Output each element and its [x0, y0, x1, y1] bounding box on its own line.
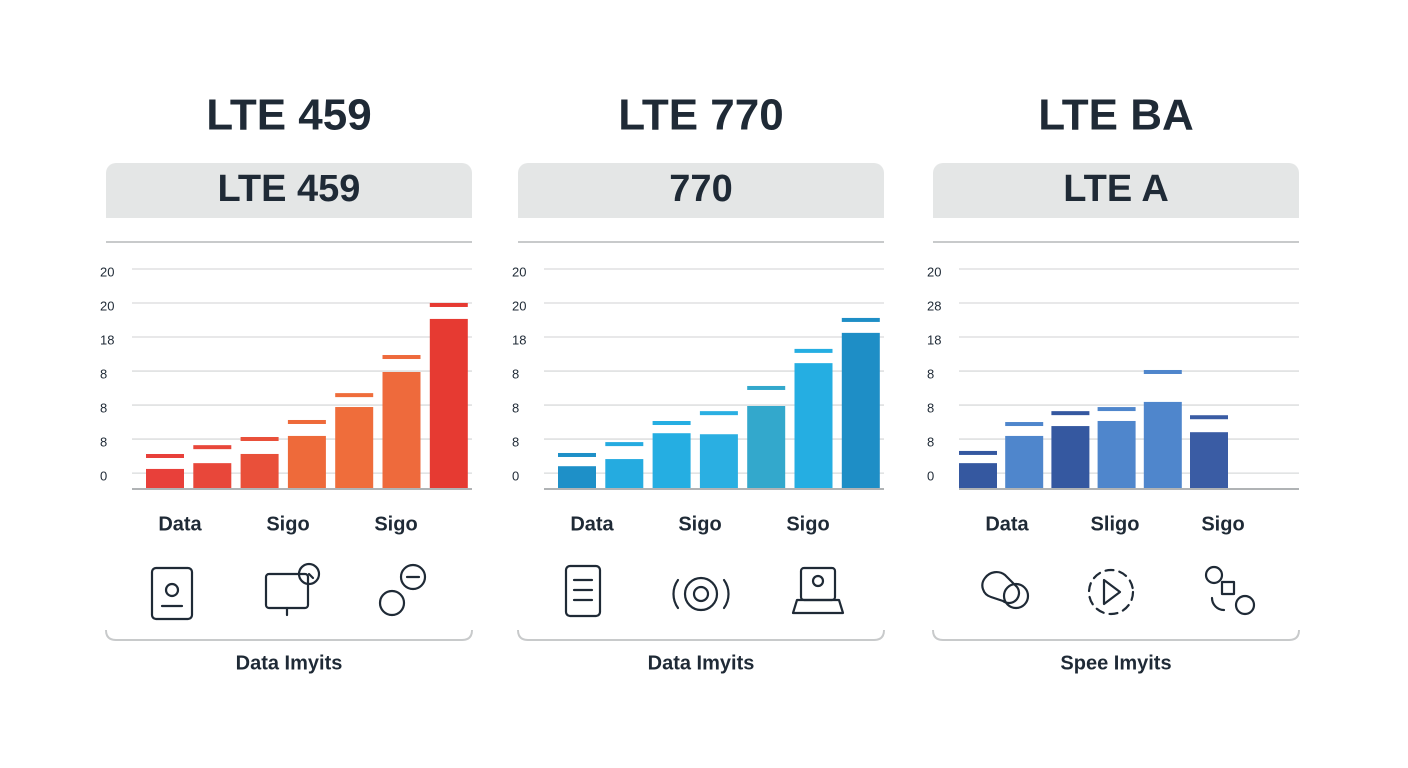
y-tick-label: 0 — [512, 469, 519, 484]
y-tick-label: 0 — [100, 469, 107, 484]
bar — [1005, 435, 1044, 489]
bar — [794, 363, 833, 489]
y-tick-label: 8 — [512, 401, 519, 416]
x-label: Data — [570, 513, 614, 535]
y-tick-label: 8 — [100, 401, 107, 416]
panel-bottom — [517, 629, 885, 641]
bar-marker — [146, 454, 184, 459]
x-label: Sigo — [266, 513, 309, 535]
header-box — [106, 163, 472, 218]
panel-title: LTE 459 — [206, 91, 371, 140]
bar — [1190, 432, 1228, 489]
bar-marker — [652, 421, 691, 426]
panel-bottom — [932, 629, 1300, 641]
bar-marker — [841, 317, 880, 322]
bar — [959, 463, 997, 489]
panel-title: LTE BA — [1038, 91, 1194, 140]
bar-marker — [1143, 369, 1182, 374]
y-tick-label: 18 — [927, 332, 941, 347]
y-tick-label: 8 — [100, 435, 107, 450]
bar-marker — [287, 419, 326, 424]
y-tick-label: 8 — [100, 366, 107, 381]
bar-marker — [959, 450, 997, 455]
x-label: Sigo — [678, 513, 721, 535]
y-tick-label: 0 — [927, 469, 934, 484]
axis-title: Data Imyits — [648, 652, 755, 674]
y-tick-label: 8 — [927, 401, 934, 416]
y-tick-label: 18 — [100, 332, 114, 347]
y-tick-label: 28 — [927, 298, 941, 313]
bar — [429, 318, 468, 489]
y-tick-label: 8 — [927, 435, 934, 450]
bar — [1097, 420, 1136, 489]
x-label: Sigo — [374, 513, 417, 535]
bar — [605, 459, 644, 489]
y-tick-label: 18 — [512, 332, 526, 347]
bar — [747, 406, 786, 489]
bar-marker — [558, 452, 596, 457]
header-box — [933, 163, 1299, 218]
bar — [240, 453, 279, 489]
y-tick-label: 20 — [512, 264, 526, 279]
bar — [841, 332, 880, 489]
bar-marker — [335, 393, 374, 398]
y-tick-label: 8 — [927, 366, 934, 381]
bar-marker — [1097, 407, 1136, 412]
y-tick-label: 20 — [512, 298, 526, 313]
x-label: Sligo — [1091, 513, 1140, 535]
bar-marker — [699, 411, 738, 416]
y-tick-label: 20 — [100, 264, 114, 279]
bar-marker — [193, 445, 232, 450]
bar — [652, 433, 691, 489]
bar-marker — [382, 355, 421, 360]
bar-marker — [794, 348, 833, 353]
bar-marker — [1190, 415, 1228, 420]
bar-marker — [429, 302, 468, 307]
panel-header: 770 — [669, 168, 732, 210]
x-label: Sigo — [786, 513, 829, 535]
panel-header: LTE 459 — [218, 168, 361, 210]
panel-bottom — [105, 629, 473, 641]
panel-header: LTE A — [1063, 168, 1169, 210]
bar — [335, 407, 374, 489]
bar-marker — [605, 442, 644, 447]
y-tick-label: 8 — [512, 366, 519, 381]
y-tick-label: 20 — [100, 298, 114, 313]
bar — [193, 463, 232, 489]
bar-marker — [1005, 422, 1044, 427]
bar — [558, 466, 596, 489]
bar-marker — [1051, 411, 1090, 416]
header-box — [518, 163, 884, 218]
bar — [287, 435, 326, 489]
y-tick-label: 20 — [927, 264, 941, 279]
x-label: Data — [158, 513, 202, 535]
bar — [699, 434, 738, 489]
x-label: Sigo — [1201, 513, 1244, 535]
x-label: Data — [985, 513, 1029, 535]
bar — [146, 468, 184, 489]
y-tick-label: 8 — [512, 435, 519, 450]
bar — [1143, 401, 1182, 489]
icons — [150, 562, 1256, 621]
axis-title: Spee Imyits — [1060, 652, 1171, 674]
bar-marker — [240, 436, 279, 441]
panel-title: LTE 770 — [618, 91, 783, 140]
bar — [382, 371, 421, 489]
bar — [1051, 426, 1090, 489]
bar-marker — [747, 385, 786, 390]
axis-title: Data Imyits — [236, 652, 343, 674]
